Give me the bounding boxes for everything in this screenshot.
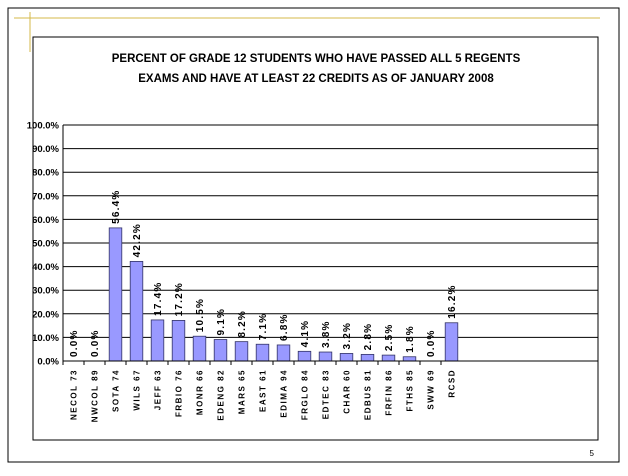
bar bbox=[255, 343, 270, 362]
x-tick-label: EDTEC 83 bbox=[322, 369, 331, 419]
value-label: 10.5% bbox=[195, 298, 206, 332]
bar bbox=[150, 319, 165, 362]
x-tick-label: MONR 66 bbox=[196, 369, 205, 415]
x-tick-label: SWW 69 bbox=[427, 369, 436, 410]
bar bbox=[444, 322, 459, 362]
y-tick-label: 30.0% bbox=[32, 286, 59, 297]
x-tick-label: SOTA 74 bbox=[112, 369, 121, 412]
y-tick-label: 0.0% bbox=[37, 357, 59, 368]
x-tick-label: MARS 65 bbox=[238, 369, 247, 414]
bar bbox=[339, 353, 354, 362]
value-label: 17.4% bbox=[153, 282, 164, 316]
chart-frame bbox=[32, 36, 599, 441]
y-tick-label: 50.0% bbox=[32, 239, 59, 250]
value-label: 0.0% bbox=[426, 329, 437, 357]
y-tick-label: 60.0% bbox=[32, 215, 59, 226]
bar bbox=[318, 351, 333, 362]
y-tick-label: 80.0% bbox=[32, 168, 59, 179]
value-label: 3.2% bbox=[342, 322, 353, 350]
x-tick-label: EDIMA 94 bbox=[280, 369, 289, 418]
bar bbox=[297, 350, 312, 362]
value-label: 56.4% bbox=[111, 190, 122, 224]
bar bbox=[381, 354, 396, 362]
y-tick-label: 20.0% bbox=[32, 309, 59, 320]
x-tick-label: FRGLO 84 bbox=[301, 369, 310, 420]
x-tick-label: RCSD bbox=[448, 369, 457, 398]
value-label: 3.8% bbox=[321, 320, 332, 348]
bar bbox=[129, 261, 144, 362]
value-label: 2.5% bbox=[384, 324, 395, 352]
x-tick-label: JEFF 63 bbox=[154, 369, 163, 410]
value-label: 2.8% bbox=[363, 323, 374, 351]
value-label: 17.2% bbox=[174, 282, 185, 316]
value-label: 7.1% bbox=[258, 313, 269, 341]
y-tick-label: 100.0% bbox=[27, 121, 60, 132]
x-tick-label: NECOL 73 bbox=[70, 369, 79, 420]
bar bbox=[360, 353, 375, 362]
y-tick-label: 10.0% bbox=[32, 333, 59, 344]
x-tick-label: EDENG 82 bbox=[217, 369, 226, 421]
y-tick-label: 40.0% bbox=[32, 262, 59, 273]
x-tick-label: EAST 61 bbox=[259, 369, 268, 412]
value-label: 6.8% bbox=[279, 313, 290, 341]
x-tick-label: FRFIN 86 bbox=[385, 369, 394, 416]
bar bbox=[192, 335, 207, 362]
value-label: 4.1% bbox=[300, 320, 311, 348]
bar bbox=[234, 341, 249, 362]
page-number: 5 bbox=[590, 449, 595, 458]
value-label: 16.2% bbox=[447, 284, 458, 318]
bar bbox=[213, 339, 228, 362]
y-tick-label: 70.0% bbox=[32, 191, 59, 202]
y-tick-label: 90.0% bbox=[32, 144, 59, 155]
x-tick-label: EDBUS 81 bbox=[364, 369, 373, 420]
bar bbox=[402, 356, 417, 362]
chart-title: EXAMS AND HAVE AT LEAST 22 CREDITS AS OF… bbox=[138, 73, 494, 85]
value-label: 42.2% bbox=[132, 223, 143, 257]
value-label: 1.8% bbox=[405, 325, 416, 353]
x-tick-label: NWCOL 89 bbox=[91, 369, 100, 422]
bar bbox=[171, 320, 186, 362]
bar bbox=[276, 344, 291, 362]
x-tick-label: FTHS 85 bbox=[406, 369, 415, 412]
value-label: 0.0% bbox=[69, 329, 80, 357]
x-tick-label: WILS 67 bbox=[133, 369, 142, 411]
x-tick-label: FRBIO 76 bbox=[175, 369, 184, 417]
bar bbox=[108, 227, 123, 362]
chart-title: PERCENT OF GRADE 12 STUDENTS WHO HAVE PA… bbox=[112, 53, 521, 65]
value-label: 0.0% bbox=[90, 329, 101, 357]
value-label: 9.1% bbox=[216, 308, 227, 336]
x-tick-label: CHAR 60 bbox=[343, 369, 352, 414]
value-label: 8.2% bbox=[237, 310, 248, 338]
